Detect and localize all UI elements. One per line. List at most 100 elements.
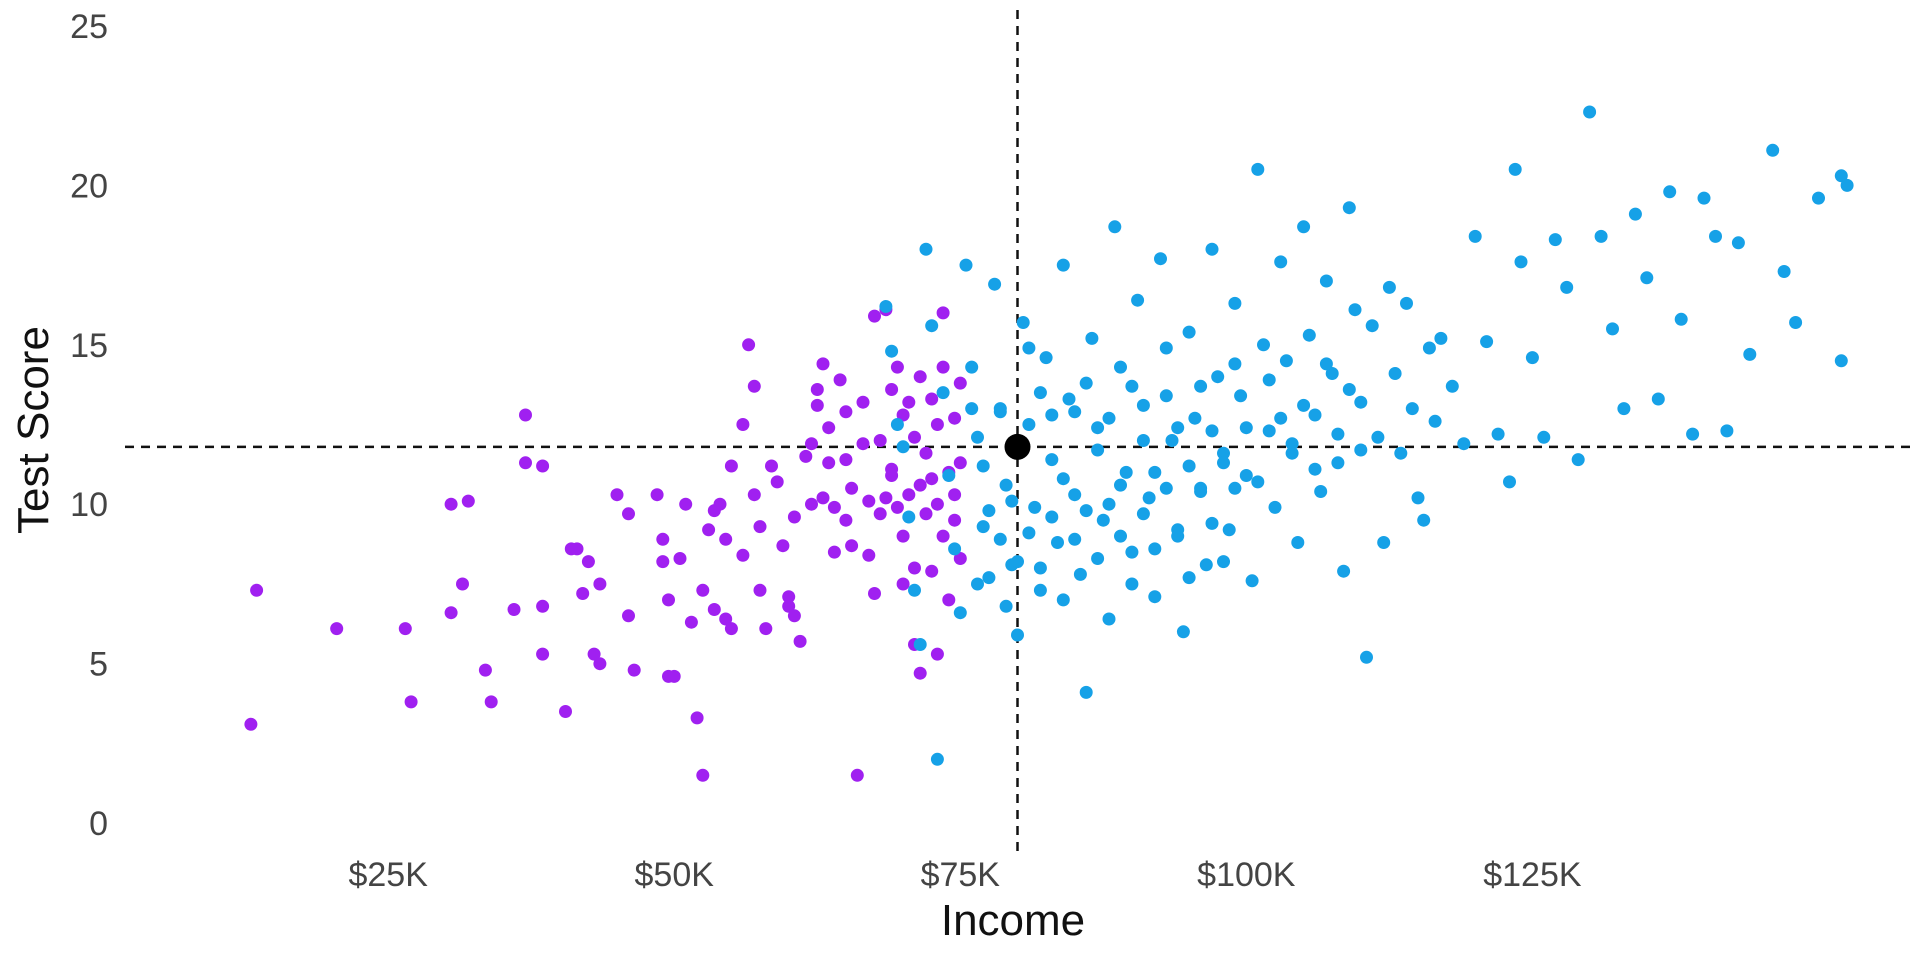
data-point [1108,220,1122,234]
data-point [845,481,859,495]
data-point [1274,255,1288,269]
data-point [793,634,807,648]
data-point [1142,491,1156,505]
data-point [1400,296,1413,310]
data-point [976,520,990,534]
data-point [1119,465,1133,479]
data-point [1022,526,1036,540]
y-tick-label: 20 [70,167,108,205]
data-point [1194,485,1208,498]
data-point [1091,552,1105,565]
data-point [1091,421,1105,435]
data-point [1560,280,1574,294]
x-tick-label: $125K [1483,856,1582,894]
data-point [1239,469,1253,482]
data-point [519,456,532,470]
data-point [1285,437,1299,451]
data-point [1159,389,1173,403]
x-tick-label: $75K [921,856,1001,894]
data-point [948,488,962,502]
data-point [810,398,824,412]
data-point [879,491,893,505]
data-point [925,319,939,333]
data-point [890,360,904,374]
data-point [827,545,841,559]
data-point [1217,456,1230,470]
data-point [1686,427,1700,441]
data-point [1285,446,1299,460]
data-point [873,507,887,521]
data-point [1308,462,1322,476]
data-point [1697,191,1711,205]
data-point [622,609,635,623]
data-point [1205,242,1219,256]
data-point [478,663,492,677]
data-point [971,577,984,591]
data-point [805,497,818,511]
data-point [965,402,979,416]
data-point [913,370,927,384]
data-point [839,405,853,419]
y-tick-label: 15 [70,327,108,365]
data-point [1217,555,1230,569]
data-point [879,300,893,313]
data-point [576,587,590,600]
data-point [484,695,498,709]
data-point [1583,105,1597,119]
data-point [444,497,458,511]
data-point [1480,335,1494,349]
data-point [896,408,910,422]
data-point [982,504,996,518]
data-point [1056,472,1070,486]
data-point [1171,421,1185,435]
data-point [707,603,721,616]
x-axis-title: Income [941,896,1085,945]
data-point [1182,325,1196,339]
data-point [919,507,933,521]
data-point [1211,370,1225,384]
data-point [827,500,841,514]
data-point [1812,191,1825,205]
data-point [993,532,1007,546]
data-point [1337,564,1351,578]
data-point [839,453,853,467]
data-point [1228,481,1242,495]
data-point [942,469,956,482]
data-point [1234,389,1248,403]
data-point [1743,347,1757,361]
data-point [244,717,258,731]
data-point [953,456,967,470]
data-point [1171,523,1185,537]
data-point [1314,485,1328,498]
data-point [925,392,939,406]
data-point [587,647,601,661]
data-point [1525,351,1539,365]
data-point [856,395,870,409]
data-point [684,615,698,629]
data-point [1102,612,1116,626]
data-point [1148,542,1162,556]
data-point [1033,561,1047,575]
data-point [536,647,550,661]
data-point [896,577,910,591]
data-point [1268,500,1282,514]
data-point [953,606,967,620]
data-point [1251,475,1265,489]
data-point [1319,357,1333,371]
data-point [1245,574,1259,588]
data-point [456,577,469,591]
data-point [1045,408,1059,422]
data-point [1331,427,1345,441]
data-point [627,663,641,677]
data-point [1503,475,1516,489]
data-point [902,395,916,409]
data-point [1354,395,1368,409]
data-point [930,418,944,431]
data-point [868,587,881,600]
data-point [885,344,899,358]
data-point [1766,143,1780,157]
data-point [913,638,927,651]
data-point [925,564,939,578]
data-point [1348,303,1362,317]
data-point [759,622,773,636]
